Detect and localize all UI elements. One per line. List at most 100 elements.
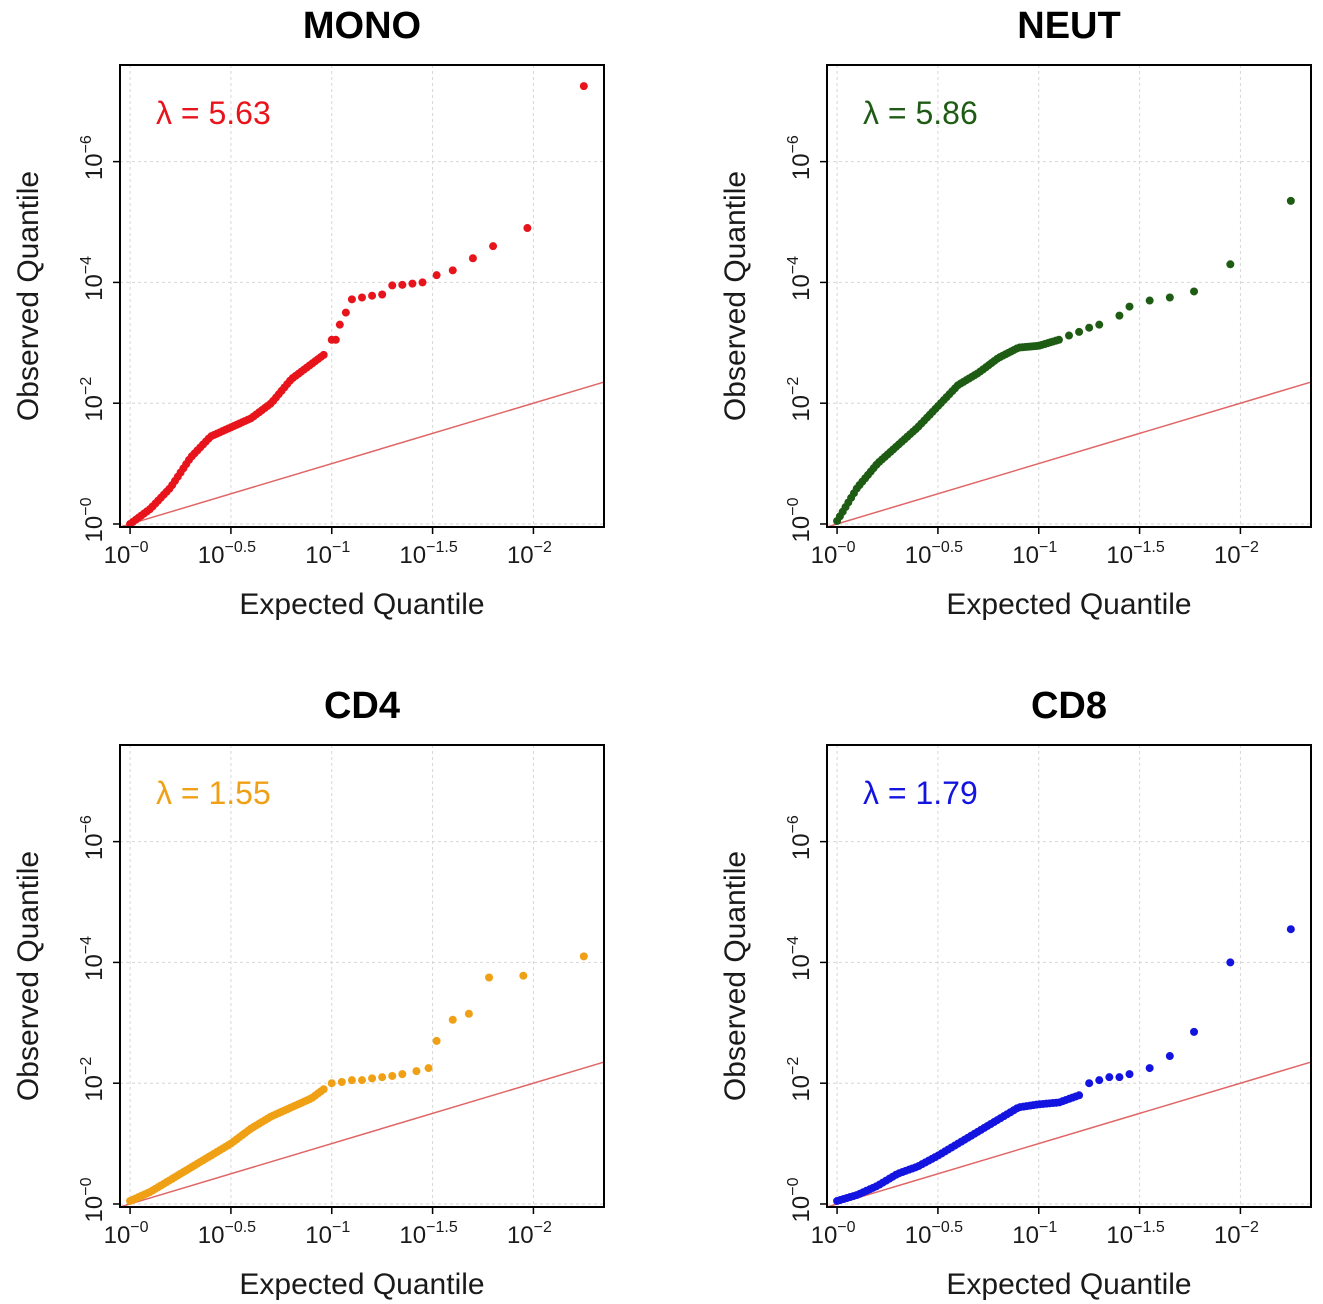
points-layer [833, 196, 1295, 525]
points-layer [126, 952, 588, 1205]
y-tick-label: 10−2 [785, 377, 815, 422]
y-tick-label: 10−6 [785, 815, 815, 860]
data-point [398, 1070, 407, 1079]
data-point [341, 308, 350, 317]
data-point [579, 82, 588, 91]
data-point [418, 278, 427, 287]
x-tick-label: 10−0 [811, 1219, 856, 1249]
data-point [319, 1085, 328, 1094]
y-axis-label: Observed Quantile [12, 851, 45, 1101]
data-point [432, 1036, 441, 1045]
points-layer [126, 82, 588, 528]
data-point [1190, 1027, 1199, 1036]
y-tick-labels: 10−0 10−2 10−4 10−6 [78, 135, 120, 542]
x-tick-label: 10−0.5 [905, 539, 963, 569]
data-point [1145, 296, 1154, 305]
x-tick-labels: 10−0 10−0.5 10−1 10−1.5 10−2 [104, 527, 552, 569]
data-point [331, 335, 340, 344]
x-tick-label: 10−0.5 [198, 539, 256, 569]
qq-panel-neut: NEUT 10−0 10−0.5 10−1 10−1.5 10−2 10−010−210… [719, 5, 1312, 621]
data-point [1145, 1064, 1154, 1073]
x-tick-label: 10−1 [305, 1219, 350, 1249]
data-point [378, 290, 387, 299]
data-point [368, 291, 377, 300]
plot-frame [119, 64, 605, 528]
x-tick-labels: 10−0 10−0.5 10−1 10−1.5 10−2 [811, 527, 1259, 569]
plot-frame [826, 64, 1312, 528]
data-point [485, 973, 494, 982]
y-tick-label: 10−2 [78, 1057, 108, 1102]
grid-layer [827, 745, 1311, 1207]
data-point [1115, 1073, 1124, 1082]
x-tick-label: 10−0.5 [198, 1219, 256, 1249]
data-point [1075, 327, 1084, 336]
grid-layer [120, 65, 604, 527]
x-tick-label: 10−1.5 [399, 539, 457, 569]
y-axis-label: Observed Quantile [12, 171, 45, 421]
y-tick-labels: 10−0 10−2 10−4 10−6 [785, 815, 827, 1222]
data-point [408, 279, 417, 288]
data-point [432, 271, 441, 280]
x-axis-label: Expected Quantile [239, 588, 484, 621]
grid-layer [827, 65, 1311, 527]
y-tick-label: 10−2 [785, 1057, 815, 1102]
y-tick-label: 10−4 [78, 256, 108, 301]
y-tick-label: 10−0 [78, 1177, 108, 1222]
x-tick-label: 10−1 [1012, 1219, 1057, 1249]
data-point [1095, 320, 1104, 329]
data-point [464, 1009, 473, 1018]
x-tick-label: 10−1.5 [1106, 1219, 1164, 1249]
data-point [1065, 331, 1073, 340]
x-axis-label: Expected Quantile [239, 1268, 484, 1301]
lambda-annotation: λ = 1.79 [863, 775, 978, 811]
y-tick-label: 10−6 [78, 135, 108, 180]
data-point [1190, 287, 1199, 296]
data-point [412, 1067, 421, 1076]
data-point [489, 242, 498, 251]
data-point [398, 280, 407, 289]
data-point [1125, 302, 1134, 311]
x-tick-label: 10−0 [104, 539, 149, 569]
x-tick-label: 10−2 [1214, 1219, 1259, 1249]
data-point [468, 254, 477, 263]
x-tick-label: 10−1.5 [1106, 539, 1164, 569]
x-axis-label: Expected Quantile [946, 1268, 1191, 1301]
data-point [1125, 1070, 1134, 1079]
panel-title: CD4 [324, 685, 400, 727]
y-tick-label: 10−4 [785, 256, 815, 301]
data-point [1054, 335, 1063, 344]
x-tick-label: 10−1 [305, 539, 350, 569]
data-point [1226, 260, 1235, 269]
data-point [424, 1064, 433, 1073]
data-point [448, 1015, 457, 1024]
reference-line [119, 1061, 605, 1208]
data-point [1085, 323, 1094, 332]
plot-frame [826, 744, 1312, 1208]
y-tick-label: 10−2 [78, 377, 108, 422]
y-tick-label: 10−0 [785, 497, 815, 542]
grid-layer [120, 745, 604, 1207]
panel-title: CD8 [1031, 685, 1107, 727]
lambda-annotation: λ = 1.55 [156, 775, 271, 811]
qq-panel-cd4: CD4 10−0 10−0.5 10−1 10−1.5 10−2 10−010−210−… [12, 685, 605, 1301]
data-point [319, 350, 328, 359]
y-tick-label: 10−6 [785, 135, 815, 180]
qq-panel-cd8: CD8 10−0 10−0.5 10−1 10−1.5 10−2 10−010−210−… [719, 685, 1312, 1301]
data-point [1105, 1073, 1114, 1082]
data-point [358, 293, 366, 302]
data-point [358, 1076, 366, 1085]
panel-title: NEUT [1017, 5, 1120, 47]
y-axis-label: Observed Quantile [719, 851, 752, 1101]
data-point [519, 971, 528, 980]
x-tick-label: 10−2 [1214, 539, 1259, 569]
data-point [347, 295, 356, 304]
lambda-annotation: λ = 5.86 [863, 95, 978, 131]
points-layer [833, 925, 1295, 1205]
data-point [1286, 925, 1295, 934]
x-axis-label: Expected Quantile [946, 588, 1191, 621]
data-point [347, 1076, 356, 1085]
data-point [579, 952, 588, 961]
data-point [337, 1077, 346, 1086]
data-point [1165, 293, 1174, 302]
